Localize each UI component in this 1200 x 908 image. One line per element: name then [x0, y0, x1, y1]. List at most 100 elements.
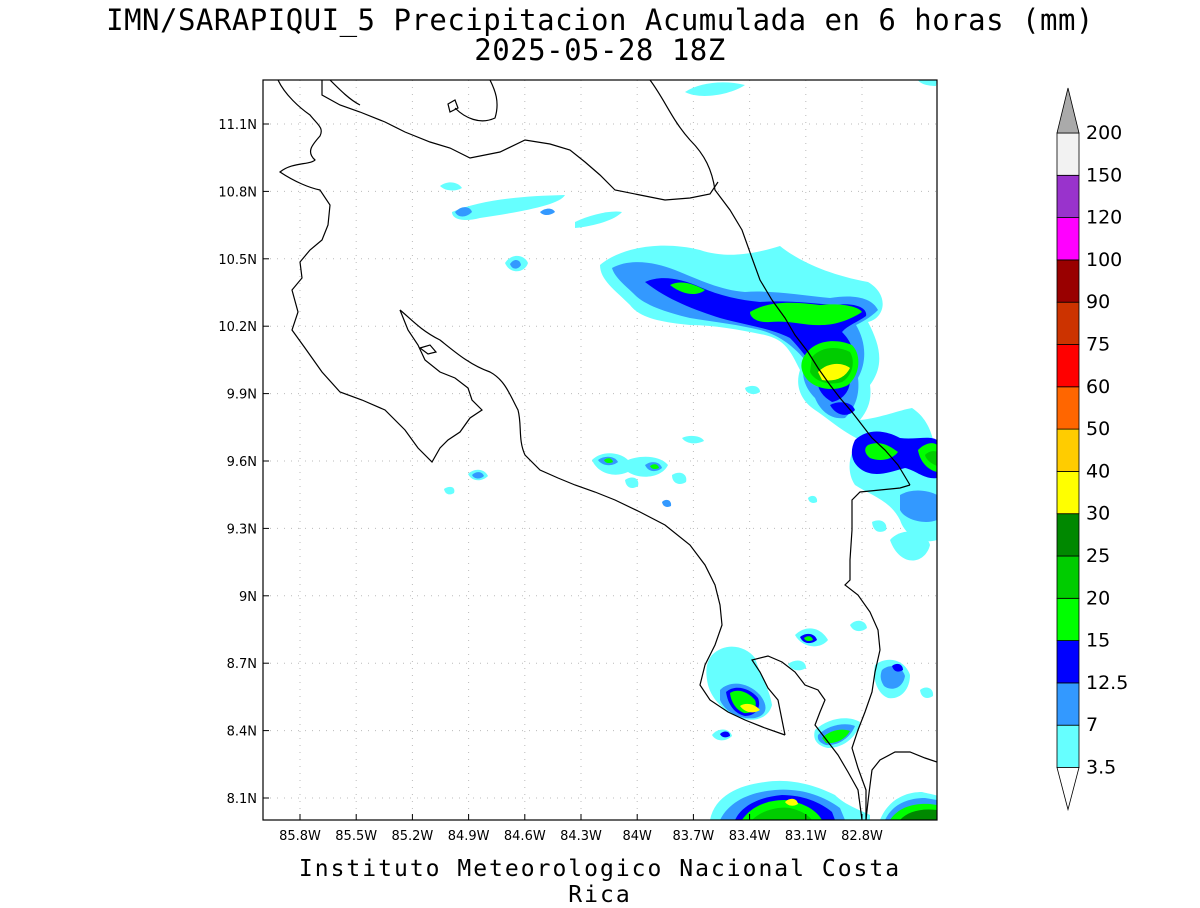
- precip-area-3-5: [808, 495, 818, 503]
- colorbar-min-arrow: [1056, 767, 1080, 812]
- precip-area-3-5: [625, 477, 639, 488]
- precip-area-7: [510, 259, 521, 269]
- lat-tick-label: 9.9N: [227, 388, 257, 403]
- panama-border-line: [844, 484, 911, 820]
- lon-tick-label: 83.4W: [729, 829, 771, 844]
- colorbar-label: 150: [1086, 164, 1122, 186]
- map-grid: [263, 80, 937, 820]
- colorbar: 3.5 7 12.5 15 20 25 30 40 50 60 75 90 100 120 150 200: [1056, 87, 1128, 812]
- colorbar-swatch: [1056, 597, 1080, 641]
- lon-tick-label: 82.8W: [841, 829, 883, 844]
- precip-area-25: [900, 809, 937, 820]
- precip-area-3-5: [444, 486, 455, 495]
- lat-tick-label: 9N: [239, 590, 257, 605]
- colorbar-swatch: [1056, 428, 1080, 472]
- caribbean-coast: [649, 80, 911, 486]
- lon-tick-label: 85.2W: [391, 829, 433, 844]
- precip-area-15: [650, 464, 659, 470]
- nicaragua-lake-coast: [329, 80, 361, 106]
- precip-area-7: [540, 208, 555, 215]
- colorbar-label: 20: [1086, 587, 1110, 609]
- colorbar-label: 200: [1086, 122, 1122, 144]
- precip-area-3-5: [788, 660, 806, 671]
- precip-area-7: [455, 207, 472, 217]
- colorbar-swatch: [1056, 344, 1080, 388]
- map-frame: [262, 79, 938, 821]
- lat-tick-label: 10.8N: [218, 185, 257, 200]
- lake-island: [447, 99, 459, 113]
- precip-area-3-5: [920, 687, 934, 698]
- precip-area-3-5: [440, 182, 462, 191]
- precip-area-20: [925, 451, 937, 466]
- colorbar-swatch: [1056, 174, 1080, 219]
- lon-tick-label: 84.9W: [448, 829, 490, 844]
- nicaragua-lake-coast: [454, 80, 498, 122]
- footer-credit: Instituto Meteorologico Nacional Costa R…: [298, 856, 902, 908]
- precip-area-3-5: [672, 472, 687, 484]
- osa-peninsula-coast: [751, 655, 863, 820]
- colorbar-label: 25: [1086, 545, 1110, 567]
- lon-tick-label: 84.3W: [560, 829, 602, 844]
- colorbar-label: 30: [1086, 503, 1110, 525]
- lon-tick-label: 84.6W: [504, 829, 546, 844]
- lon-tick-label: 84W: [622, 829, 652, 844]
- precip-area-3-5: [850, 620, 867, 632]
- colorbar-swatch: [1056, 259, 1080, 303]
- lat-tick-label: 8.7N: [227, 657, 257, 672]
- precip-area-12-5: [720, 731, 730, 738]
- colorbar-label: 120: [1086, 207, 1122, 229]
- coastlines: [277, 80, 937, 820]
- lat-tick-label: 8.4N: [227, 725, 257, 740]
- precip-area-15: [822, 729, 850, 744]
- precip-area-7: [900, 490, 937, 522]
- precip-area-15: [604, 458, 613, 464]
- colorbar-swatch: [1056, 217, 1080, 261]
- precip-area-30: [740, 703, 760, 713]
- colorbar-swatch: [1056, 386, 1080, 430]
- colorbar-label: 90: [1086, 291, 1110, 313]
- precip-area-7: [472, 472, 484, 479]
- colorbar-swatch: [1056, 470, 1080, 515]
- lon-tick-label: 83.7W: [672, 829, 714, 844]
- lat-tick-label: 9.6N: [227, 455, 257, 470]
- precip-area-15: [804, 636, 813, 642]
- precip-area-3-5: [890, 531, 930, 561]
- colorbar-swatch: [1056, 301, 1080, 345]
- colorbar-swatch: [1056, 132, 1080, 176]
- map-axes: 85.8W 85.5W 85.2W 84.9W 84.6W 84.3W 84W 83.7W 83…: [218, 118, 883, 844]
- precip-area-3-5: [452, 195, 565, 220]
- precip-area-15: [670, 282, 705, 295]
- precipitation-field: [440, 80, 937, 820]
- colorbar-label: 15: [1086, 630, 1110, 652]
- precip-area-3-5: [682, 435, 704, 444]
- gulf-of-nicoya-coast: [399, 309, 786, 736]
- lat-tick-label: 10.5N: [218, 253, 257, 268]
- colorbar-label: 7: [1086, 714, 1098, 736]
- precip-area-7: [880, 666, 905, 689]
- precip-area-30: [785, 798, 798, 806]
- lat-tick-label: 11.1N: [218, 118, 257, 133]
- lat-tick-label: 9.3N: [227, 522, 257, 537]
- lon-tick-label: 85.8W: [279, 829, 321, 844]
- colorbar-swatch: [1056, 640, 1080, 684]
- map-title: IMN/SARAPIQUI_5 Precipitacion Acumulada …: [106, 3, 1094, 37]
- precip-area-3-5: [745, 385, 760, 395]
- precip-area-12-5: [892, 663, 903, 672]
- precip-area-3-5: [872, 520, 887, 532]
- colorbar-swatch: [1056, 682, 1080, 726]
- precip-area-3-5: [575, 211, 622, 228]
- colorbar-label: 40: [1086, 460, 1110, 482]
- colorbar-swatch: [1056, 724, 1080, 768]
- colorbar-swatch: [1056, 555, 1080, 599]
- colorbar-label: 12.5: [1086, 672, 1128, 694]
- nicoya-island: [418, 344, 438, 355]
- colorbar-label: 100: [1086, 249, 1122, 271]
- lat-tick-label: 8.1N: [227, 792, 257, 807]
- colorbar-swatch: [1056, 513, 1080, 557]
- lon-tick-label: 85.5W: [335, 829, 377, 844]
- lat-tick-label: 10.2N: [218, 320, 257, 335]
- colorbar-label: 75: [1086, 334, 1110, 356]
- precip-area-30: [818, 363, 850, 381]
- panama-coast: [865, 751, 937, 820]
